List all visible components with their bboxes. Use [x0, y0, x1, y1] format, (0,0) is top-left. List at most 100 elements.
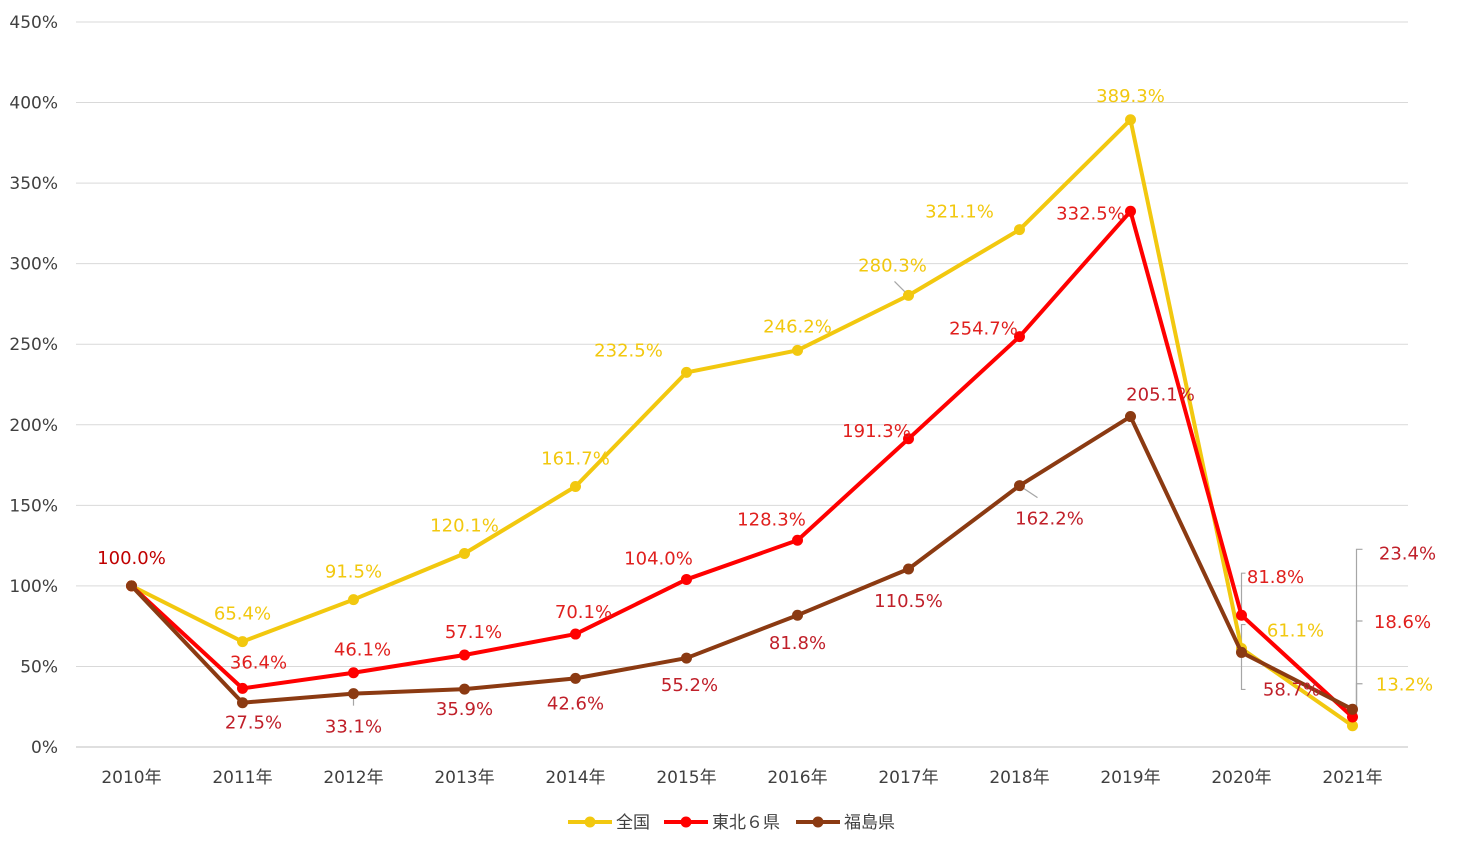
data-label: 58.7% — [1263, 679, 1320, 700]
y-tick-label: 50% — [20, 657, 58, 677]
data-label: 81.8% — [769, 633, 826, 654]
data-point — [903, 289, 914, 301]
data-point — [792, 534, 803, 546]
y-tick-label: 150% — [9, 496, 58, 516]
series-line — [129, 209, 1355, 720]
x-tick-label: 2019年 — [1100, 768, 1160, 788]
grid-lines — [76, 21, 1408, 748]
data-point — [1014, 331, 1025, 343]
series — [126, 114, 1358, 732]
series-line — [129, 117, 1355, 728]
data-label: 246.2% — [763, 316, 832, 337]
data-point — [1014, 480, 1025, 492]
data-label: 162.2% — [1015, 509, 1084, 530]
legend-marker — [584, 816, 596, 828]
leader-line — [1240, 657, 1246, 691]
data-label: 104.0% — [624, 548, 693, 569]
series-1 — [126, 205, 1358, 723]
x-tick-label: 2018年 — [989, 768, 1049, 788]
data-point — [570, 672, 581, 684]
data-label: 70.1% — [555, 602, 612, 623]
data-point — [903, 433, 914, 445]
y-tick-label: 300% — [9, 255, 58, 275]
y-tick-label: 100% — [9, 577, 58, 597]
data-point — [792, 344, 803, 356]
y-tick-label: 200% — [9, 416, 58, 436]
legend-marker — [680, 816, 692, 828]
legend-item: 東北６県 — [664, 813, 780, 833]
x-tick-label: 2020年 — [1211, 768, 1271, 788]
data-point — [1347, 703, 1358, 715]
data-point — [459, 548, 470, 560]
leader-line — [1240, 572, 1246, 611]
x-tick-label: 2021年 — [1322, 768, 1382, 788]
data-label: 18.6% — [1374, 612, 1431, 633]
legend-item: 全国 — [568, 813, 650, 833]
legend: 全国 東北６県 福島県 — [568, 813, 895, 833]
data-point — [348, 667, 359, 679]
y-tick-label: 0% — [31, 738, 58, 758]
leader-line — [1240, 623, 1246, 644]
data-point — [1347, 720, 1358, 732]
data-label: 91.5% — [325, 562, 382, 583]
data-label: 65.4% — [214, 604, 271, 625]
data-point — [681, 573, 692, 585]
data-point — [126, 580, 137, 592]
data-label: 254.7% — [949, 319, 1018, 340]
data-label: 33.1% — [325, 717, 382, 738]
legend-label: 東北６県 — [712, 813, 780, 833]
legend-item: 福島県 — [796, 813, 895, 833]
data-label: 36.4% — [230, 652, 287, 673]
data-point — [237, 636, 248, 648]
leader-lines — [352, 280, 1363, 721]
data-label: 280.3% — [858, 255, 927, 276]
data-label: 191.3% — [842, 421, 911, 442]
data-label: 57.1% — [445, 622, 502, 643]
data-label: 81.8% — [1247, 567, 1304, 588]
leader-line — [1355, 620, 1363, 713]
series-2 — [126, 411, 1358, 715]
data-label: 110.5% — [874, 591, 943, 612]
data-point — [237, 682, 248, 694]
data-label: 27.5% — [225, 713, 282, 734]
y-tick-label: 250% — [9, 335, 58, 355]
legend-label: 全国 — [616, 813, 650, 833]
data-point — [459, 649, 470, 661]
data-point — [1125, 411, 1136, 423]
data-point — [570, 480, 581, 492]
legend-label: 福島県 — [844, 813, 895, 833]
data-point — [348, 688, 359, 700]
data-label: 128.3% — [737, 509, 806, 530]
data-label: 55.2% — [661, 675, 718, 696]
y-tick-label: 400% — [9, 94, 58, 114]
legend-marker — [812, 816, 824, 828]
y-tick-label: 450% — [9, 13, 58, 33]
data-point — [570, 628, 581, 640]
data-label: 42.6% — [547, 693, 604, 714]
data-point — [1236, 646, 1247, 658]
data-label: 120.1% — [430, 516, 499, 537]
data-label: 13.2% — [1376, 675, 1433, 696]
leader-line — [1355, 548, 1363, 702]
data-point — [1347, 711, 1358, 723]
x-tick-label: 2016年 — [767, 768, 827, 788]
x-tick-label: 2010年 — [101, 768, 161, 788]
data-label: 389.3% — [1096, 86, 1165, 107]
data-point — [348, 594, 359, 606]
data-label: 23.4% — [1379, 543, 1436, 564]
data-point — [1125, 205, 1136, 217]
data-label: 46.1% — [334, 640, 391, 661]
data-label: 35.9% — [436, 699, 493, 720]
x-tick-label: 2014年 — [545, 768, 605, 788]
data-labels: 65.4% 91.5% 120.1% 161.7% 232.5% 246.2% 280.3%… — [97, 86, 1436, 738]
y-tick-label: 350% — [9, 174, 58, 194]
data-point — [903, 563, 914, 575]
data-point — [681, 366, 692, 378]
data-label: 100.0% — [97, 548, 166, 569]
data-label: 205.1% — [1126, 385, 1195, 406]
x-tick-label: 2011年 — [212, 768, 272, 788]
data-point — [1236, 609, 1247, 621]
data-point — [1014, 224, 1025, 236]
x-tick-label: 2017年 — [878, 768, 938, 788]
